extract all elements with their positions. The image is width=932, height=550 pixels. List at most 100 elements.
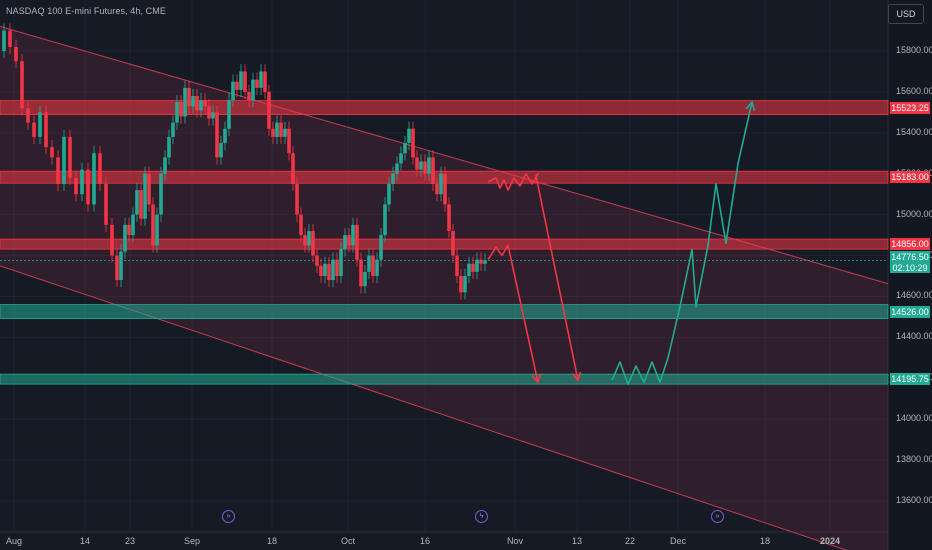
candle-body — [231, 81, 235, 101]
level-zone-resistance — [0, 100, 889, 116]
candle-body — [175, 102, 179, 123]
candle-body — [439, 173, 443, 195]
candle-body — [299, 214, 303, 236]
candle-body — [271, 128, 275, 137]
candle-body — [407, 128, 411, 144]
candle-body — [435, 183, 439, 195]
price-tick-label: 14400.00 — [896, 331, 932, 342]
candle-body — [375, 259, 379, 276]
candle-body — [215, 112, 219, 158]
candle-body — [359, 259, 363, 287]
candle-body — [50, 147, 54, 158]
candle-body — [287, 128, 291, 154]
time-tick-label: Dec — [669, 536, 687, 546]
candle-body — [295, 183, 299, 215]
flash-icon[interactable]: ϟ — [475, 510, 488, 523]
candle-body — [339, 249, 343, 276]
bear-path-2 — [487, 244, 539, 383]
price-tick-label: 15400.00 — [896, 126, 932, 137]
candle-body — [187, 87, 191, 107]
candle-body — [395, 163, 399, 174]
candle-body — [443, 173, 447, 205]
candle-body — [14, 46, 18, 62]
time-tick-label: 13 — [571, 536, 583, 546]
bar-countdown-label: 02:10:29 — [890, 263, 930, 274]
candle-body — [171, 122, 175, 137]
candle-body — [183, 87, 187, 117]
symbol-title: NASDAQ 100 E-mini Futures, 4h, CME — [6, 6, 166, 16]
candle-body — [163, 157, 167, 174]
candle-body — [191, 96, 195, 107]
price-tick-label: 15000.00 — [896, 208, 932, 219]
level-zone-resistance — [0, 238, 889, 250]
price-tick-label: 13600.00 — [896, 495, 932, 505]
candle-body — [475, 259, 479, 272]
candle-body — [104, 183, 108, 225]
time-tick-label: 18 — [266, 536, 278, 546]
level-price-label: 15523.25 — [890, 101, 930, 114]
candle-body — [38, 112, 42, 137]
level-price-label: 14526.00 — [890, 305, 930, 318]
earnings-icon[interactable]: » — [711, 510, 724, 523]
price-tick-label: 14600.00 — [896, 290, 932, 301]
candle-body — [319, 265, 323, 276]
time-tick-label: 14 — [79, 536, 91, 546]
candle-body — [26, 108, 30, 123]
candle-body — [423, 161, 427, 174]
level-price-label: 15183.00 — [890, 171, 930, 184]
candle-body — [119, 251, 123, 281]
candle-body — [283, 128, 287, 137]
candle-body — [243, 71, 247, 92]
currency-button[interactable]: USD — [888, 4, 924, 24]
candle-body — [427, 157, 431, 174]
level-price-label: 14856.00 — [890, 238, 930, 251]
candle-body — [383, 204, 387, 236]
candle-body — [110, 224, 114, 256]
candle-body — [415, 157, 419, 170]
candle-body — [199, 100, 203, 111]
candle-body — [447, 204, 451, 231]
candle-body — [463, 276, 467, 293]
candle-body — [251, 79, 255, 101]
candle-body — [239, 71, 243, 90]
candle-body — [311, 231, 315, 256]
candle-body — [223, 128, 227, 144]
time-tick-label: Oct — [340, 536, 356, 546]
candle-body — [347, 235, 351, 246]
level-zone-support — [0, 304, 889, 319]
time-tick-label: 23 — [124, 536, 136, 546]
candle-body — [159, 173, 163, 215]
candle-body — [219, 143, 223, 158]
candle-body — [127, 224, 131, 236]
time-tick-label: 2024 — [819, 536, 841, 546]
candle-body — [167, 136, 171, 158]
candle-body — [379, 235, 383, 260]
candle-body — [331, 259, 335, 281]
candle-body — [403, 143, 407, 154]
candle-body — [68, 136, 72, 178]
candle-body — [451, 231, 455, 256]
time-tick-label: Aug — [5, 536, 23, 546]
bull-path-arrowhead — [745, 100, 756, 112]
candle-body — [431, 157, 435, 184]
time-tick-label: 18 — [759, 536, 771, 546]
candle-body — [32, 122, 36, 137]
candle-body — [279, 122, 283, 137]
candle-body — [207, 106, 211, 119]
candle-body — [351, 224, 355, 246]
candle-body — [211, 112, 215, 119]
candle-body — [467, 263, 471, 276]
time-tick-label: 22 — [624, 536, 636, 546]
candle-body — [255, 79, 259, 88]
candle-body — [98, 153, 102, 184]
candle-body — [323, 263, 327, 276]
earnings-icon[interactable]: » — [222, 510, 235, 523]
time-tick-label: 16 — [419, 536, 431, 546]
candle-body — [179, 102, 183, 117]
candle-body — [135, 190, 139, 215]
candle-body — [203, 100, 207, 107]
bear-path-2-arrowhead — [531, 373, 542, 384]
candle-body — [147, 173, 151, 205]
candle-body — [131, 214, 135, 236]
